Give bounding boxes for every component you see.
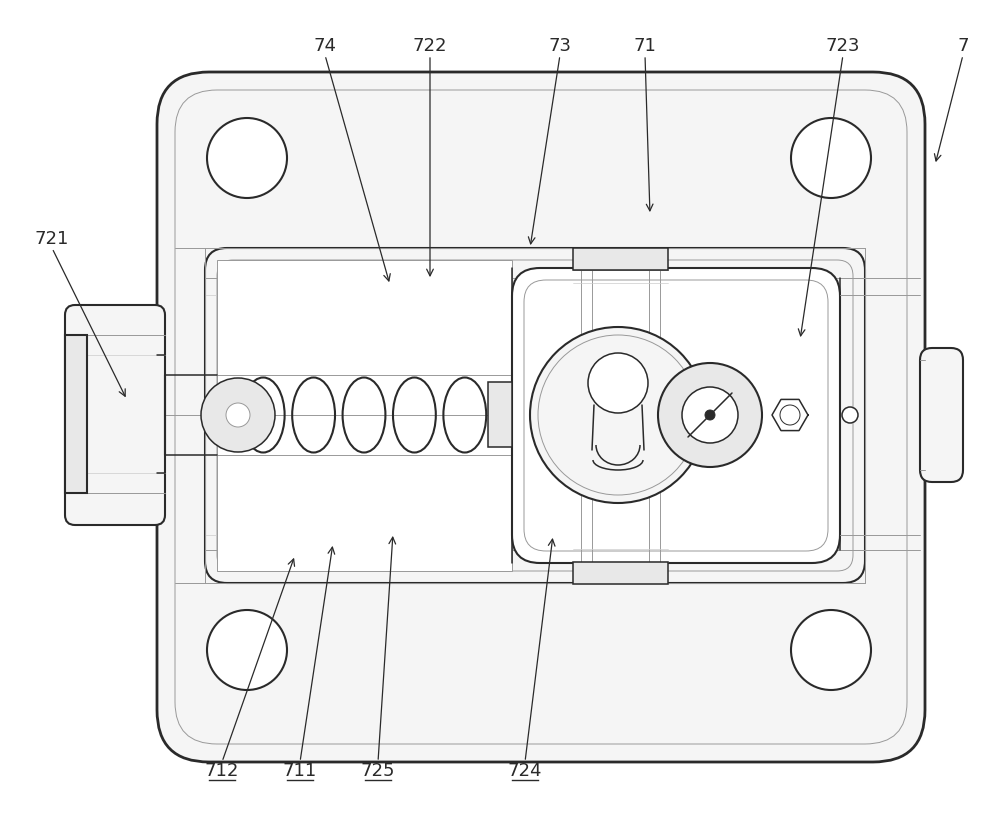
Circle shape xyxy=(658,363,762,467)
Circle shape xyxy=(226,403,250,427)
Text: 712: 712 xyxy=(205,762,239,780)
Bar xyxy=(217,260,512,571)
Circle shape xyxy=(791,118,871,198)
Circle shape xyxy=(207,118,287,198)
Bar xyxy=(573,562,668,584)
Circle shape xyxy=(207,610,287,690)
Text: 721: 721 xyxy=(35,230,69,248)
Text: 724: 724 xyxy=(508,762,542,780)
Text: 723: 723 xyxy=(826,37,860,55)
Circle shape xyxy=(780,405,800,425)
Bar xyxy=(488,382,512,447)
Bar xyxy=(65,335,87,493)
Text: 71: 71 xyxy=(634,37,656,55)
Text: 711: 711 xyxy=(283,762,317,780)
Bar xyxy=(573,248,668,270)
Circle shape xyxy=(588,353,648,413)
FancyBboxPatch shape xyxy=(920,348,963,482)
Text: 7: 7 xyxy=(957,37,969,55)
Circle shape xyxy=(842,407,858,423)
Circle shape xyxy=(201,378,275,452)
Text: 73: 73 xyxy=(548,37,572,55)
Text: 725: 725 xyxy=(361,762,395,780)
FancyBboxPatch shape xyxy=(65,305,165,525)
Circle shape xyxy=(705,410,715,420)
Text: 74: 74 xyxy=(314,37,336,55)
FancyBboxPatch shape xyxy=(205,248,865,583)
Circle shape xyxy=(530,327,706,503)
Text: 722: 722 xyxy=(413,37,447,55)
FancyBboxPatch shape xyxy=(512,268,840,563)
FancyBboxPatch shape xyxy=(157,72,925,762)
Circle shape xyxy=(682,387,738,443)
Circle shape xyxy=(791,610,871,690)
